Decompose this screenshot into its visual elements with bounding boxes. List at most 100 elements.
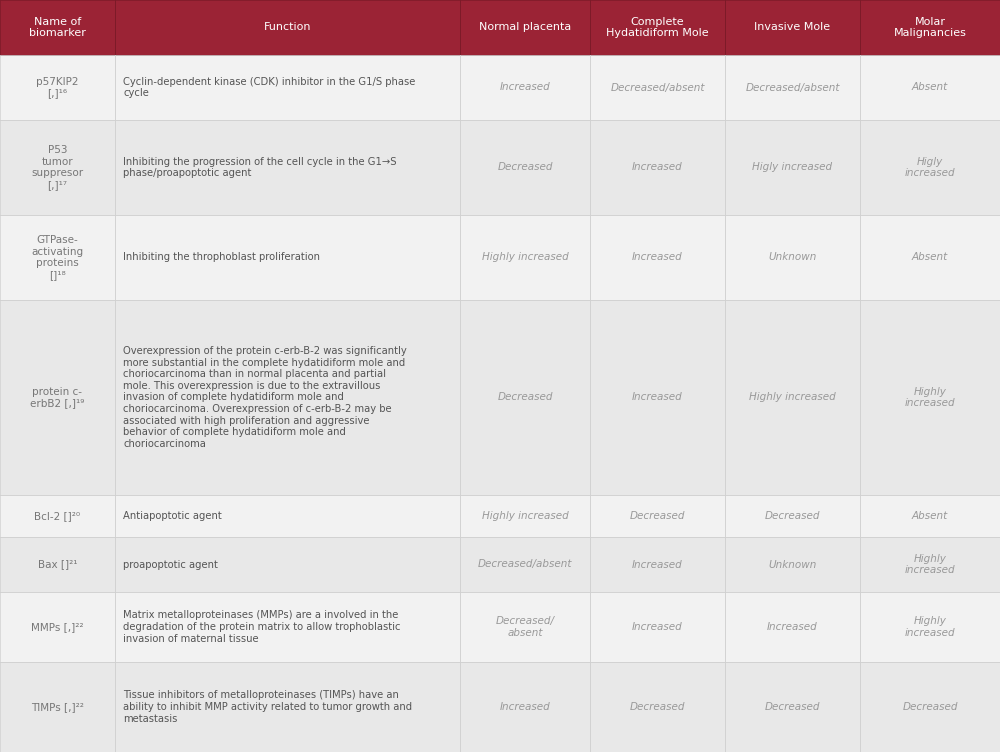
Text: Decreased: Decreased — [630, 702, 685, 712]
Bar — [860, 120, 1000, 215]
Text: Higly
increased: Higly increased — [905, 156, 955, 178]
Bar — [460, 55, 590, 120]
Bar — [460, 215, 590, 300]
Text: Increased: Increased — [632, 393, 683, 402]
Text: Bax []²¹: Bax []²¹ — [38, 559, 77, 569]
Text: Tissue inhibitors of metalloproteinases (TIMPs) have an
ability to inhibit MMP a: Tissue inhibitors of metalloproteinases … — [123, 690, 412, 723]
Text: Decreased: Decreased — [765, 702, 820, 712]
Text: Complete
Hydatidiform Mole: Complete Hydatidiform Mole — [606, 17, 709, 38]
Text: Increased: Increased — [632, 559, 683, 569]
Text: Invasive Mole: Invasive Mole — [754, 23, 831, 32]
Text: proapoptotic agent: proapoptotic agent — [123, 559, 218, 569]
Bar — [860, 0, 1000, 55]
Text: Inhibiting the throphoblast proliferation: Inhibiting the throphoblast proliferatio… — [123, 253, 320, 262]
Bar — [725, 662, 860, 752]
Bar — [115, 495, 460, 537]
Text: MMPs [,]²²: MMPs [,]²² — [31, 622, 84, 632]
Text: Matrix metalloproteinases (MMPs) are a involved in the
degradation of the protei: Matrix metalloproteinases (MMPs) are a i… — [123, 611, 400, 644]
Bar — [860, 537, 1000, 592]
Bar — [725, 215, 860, 300]
Bar — [115, 215, 460, 300]
Bar — [590, 495, 725, 537]
Text: Antiapoptotic agent: Antiapoptotic agent — [123, 511, 222, 521]
Bar — [115, 537, 460, 592]
Text: GTPase-
activating
proteins
[]¹⁸: GTPase- activating proteins []¹⁸ — [31, 235, 84, 280]
Bar — [0, 55, 115, 120]
Text: Decreased/absent: Decreased/absent — [610, 83, 705, 92]
Text: Increased: Increased — [500, 702, 550, 712]
Bar — [0, 215, 115, 300]
Bar — [860, 495, 1000, 537]
Text: p57KIP2
[,]¹⁶: p57KIP2 [,]¹⁶ — [36, 77, 79, 99]
Bar — [0, 0, 115, 55]
Bar — [0, 592, 115, 662]
Bar — [115, 55, 460, 120]
Bar — [590, 120, 725, 215]
Text: Unknown: Unknown — [768, 559, 817, 569]
Bar — [590, 300, 725, 495]
Text: Decreased: Decreased — [902, 702, 958, 712]
Text: Highly
increased: Highly increased — [905, 387, 955, 408]
Text: Decreased/
absent: Decreased/ absent — [496, 616, 554, 638]
Bar — [590, 0, 725, 55]
Text: Highly
increased: Highly increased — [905, 553, 955, 575]
Bar — [590, 537, 725, 592]
Text: Molar
Malignancies: Molar Malignancies — [894, 17, 966, 38]
Bar — [590, 55, 725, 120]
Bar — [460, 120, 590, 215]
Bar — [725, 55, 860, 120]
Text: Increased: Increased — [632, 253, 683, 262]
Text: Absent: Absent — [912, 253, 948, 262]
Bar — [725, 537, 860, 592]
Text: Function: Function — [264, 23, 311, 32]
Bar — [860, 662, 1000, 752]
Text: TIMPs [,]²²: TIMPs [,]²² — [31, 702, 84, 712]
Bar — [460, 537, 590, 592]
Bar — [725, 0, 860, 55]
Bar — [115, 662, 460, 752]
Bar — [860, 300, 1000, 495]
Text: Decreased: Decreased — [497, 162, 553, 172]
Bar — [0, 495, 115, 537]
Bar — [115, 300, 460, 495]
Text: Increased: Increased — [632, 162, 683, 172]
Text: P53
tumor
suppresor
[,]¹⁷: P53 tumor suppresor [,]¹⁷ — [31, 145, 84, 190]
Bar — [0, 662, 115, 752]
Bar — [115, 120, 460, 215]
Text: Decreased: Decreased — [630, 511, 685, 521]
Text: Unknown: Unknown — [768, 253, 817, 262]
Text: Name of
biomarker: Name of biomarker — [29, 17, 86, 38]
Bar — [0, 537, 115, 592]
Bar — [460, 495, 590, 537]
Text: Decreased/absent: Decreased/absent — [745, 83, 840, 92]
Bar — [725, 592, 860, 662]
Bar — [115, 0, 460, 55]
Bar — [725, 495, 860, 537]
Text: Absent: Absent — [912, 83, 948, 92]
Bar — [460, 0, 590, 55]
Text: Increased: Increased — [632, 622, 683, 632]
Bar — [725, 300, 860, 495]
Bar — [590, 662, 725, 752]
Bar — [860, 215, 1000, 300]
Text: Inhibiting the progression of the cell cycle in the G1→S
phase/proapoptotic agen: Inhibiting the progression of the cell c… — [123, 156, 396, 178]
Bar — [460, 300, 590, 495]
Text: protein c-
erbB2 [,]¹⁹: protein c- erbB2 [,]¹⁹ — [30, 387, 85, 408]
Bar — [590, 215, 725, 300]
Bar — [860, 55, 1000, 120]
Text: Cyclin-dependent kinase (CDK) inhibitor in the G1/S phase
cycle: Cyclin-dependent kinase (CDK) inhibitor … — [123, 77, 415, 99]
Text: Absent: Absent — [912, 511, 948, 521]
Text: Increased: Increased — [767, 622, 818, 632]
Text: Decreased/absent: Decreased/absent — [478, 559, 572, 569]
Text: Decreased: Decreased — [765, 511, 820, 521]
Bar — [725, 120, 860, 215]
Text: Highly increased: Highly increased — [482, 511, 568, 521]
Bar — [460, 592, 590, 662]
Text: Decreased: Decreased — [497, 393, 553, 402]
Text: Increased: Increased — [500, 83, 550, 92]
Bar — [460, 662, 590, 752]
Text: Normal placenta: Normal placenta — [479, 23, 571, 32]
Text: Highly increased: Highly increased — [482, 253, 568, 262]
Text: Highly
increased: Highly increased — [905, 616, 955, 638]
Bar — [590, 592, 725, 662]
